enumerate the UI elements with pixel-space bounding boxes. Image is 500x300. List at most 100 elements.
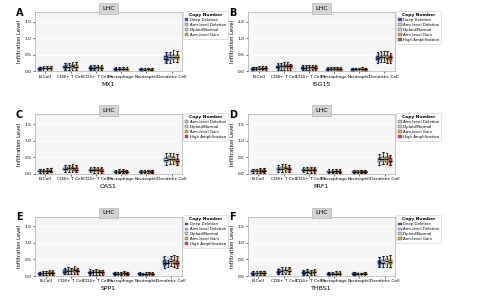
Point [146, 67, 154, 71]
PathPatch shape [66, 270, 70, 272]
Point [71, 266, 79, 271]
Point [166, 159, 174, 164]
Point [248, 269, 256, 274]
Point [94, 169, 102, 173]
Point [40, 66, 48, 70]
Point [122, 168, 130, 173]
Point [38, 270, 46, 275]
Point [257, 271, 265, 276]
Point [72, 268, 80, 273]
Point [123, 272, 131, 277]
Point [256, 270, 264, 275]
Point [324, 169, 332, 174]
Point [170, 264, 178, 268]
Point [168, 254, 176, 259]
Point [42, 170, 50, 175]
Point [172, 162, 180, 167]
Point [162, 57, 170, 62]
Point [384, 159, 392, 164]
Point [354, 170, 362, 175]
Point [146, 273, 154, 278]
Point [46, 168, 54, 172]
Point [258, 63, 266, 68]
Point [60, 270, 68, 275]
Point [362, 67, 370, 72]
Point [36, 170, 44, 175]
Point [144, 170, 152, 175]
Point [98, 64, 106, 69]
Point [348, 272, 356, 276]
Point [286, 67, 294, 72]
Point [48, 166, 56, 171]
Point [332, 269, 340, 274]
Point [249, 66, 257, 71]
Point [60, 167, 68, 171]
Point [362, 65, 370, 70]
Point [324, 169, 332, 174]
Point [257, 65, 265, 70]
Point [374, 255, 382, 260]
Point [44, 66, 52, 71]
Point [113, 169, 121, 174]
Point [334, 66, 342, 70]
Point [166, 154, 174, 159]
Point [362, 272, 370, 277]
Point [336, 170, 344, 175]
Point [86, 66, 94, 71]
Point [170, 52, 178, 57]
Point [386, 262, 394, 267]
Point [90, 170, 98, 175]
Point [362, 67, 370, 72]
Point [308, 64, 316, 69]
Point [252, 168, 260, 173]
Point [145, 68, 153, 73]
Point [302, 168, 310, 173]
Point [361, 169, 369, 173]
Point [98, 169, 106, 173]
Point [46, 168, 54, 173]
Point [44, 272, 52, 276]
Point [86, 65, 94, 70]
Point [383, 259, 391, 264]
Point [162, 60, 170, 65]
Point [100, 271, 108, 276]
Point [249, 169, 257, 174]
Point [276, 63, 284, 68]
Point [172, 162, 180, 167]
Point [122, 65, 130, 70]
Point [304, 62, 312, 67]
Point [252, 168, 260, 172]
Point [163, 56, 171, 60]
Point [376, 160, 384, 165]
Point [334, 169, 342, 173]
Point [352, 65, 360, 70]
Point [111, 68, 119, 73]
Point [252, 64, 260, 69]
Point [68, 67, 76, 72]
Point [70, 162, 78, 167]
Point [250, 66, 258, 70]
Point [87, 63, 95, 68]
Point [311, 168, 319, 173]
Point [66, 169, 74, 174]
Point [273, 268, 281, 273]
Point [110, 171, 118, 176]
Point [74, 268, 82, 273]
Point [276, 270, 284, 274]
Point [65, 269, 73, 274]
Point [149, 68, 157, 73]
Point [378, 151, 386, 156]
Point [253, 168, 261, 173]
Point [255, 65, 263, 70]
Point [114, 272, 122, 277]
Point [137, 169, 145, 173]
Point [273, 166, 281, 171]
Point [326, 272, 334, 276]
Point [383, 54, 391, 59]
Point [378, 258, 386, 263]
PathPatch shape [302, 272, 305, 273]
Point [387, 56, 395, 61]
Point [355, 67, 363, 72]
PathPatch shape [330, 273, 334, 274]
Point [298, 66, 306, 71]
